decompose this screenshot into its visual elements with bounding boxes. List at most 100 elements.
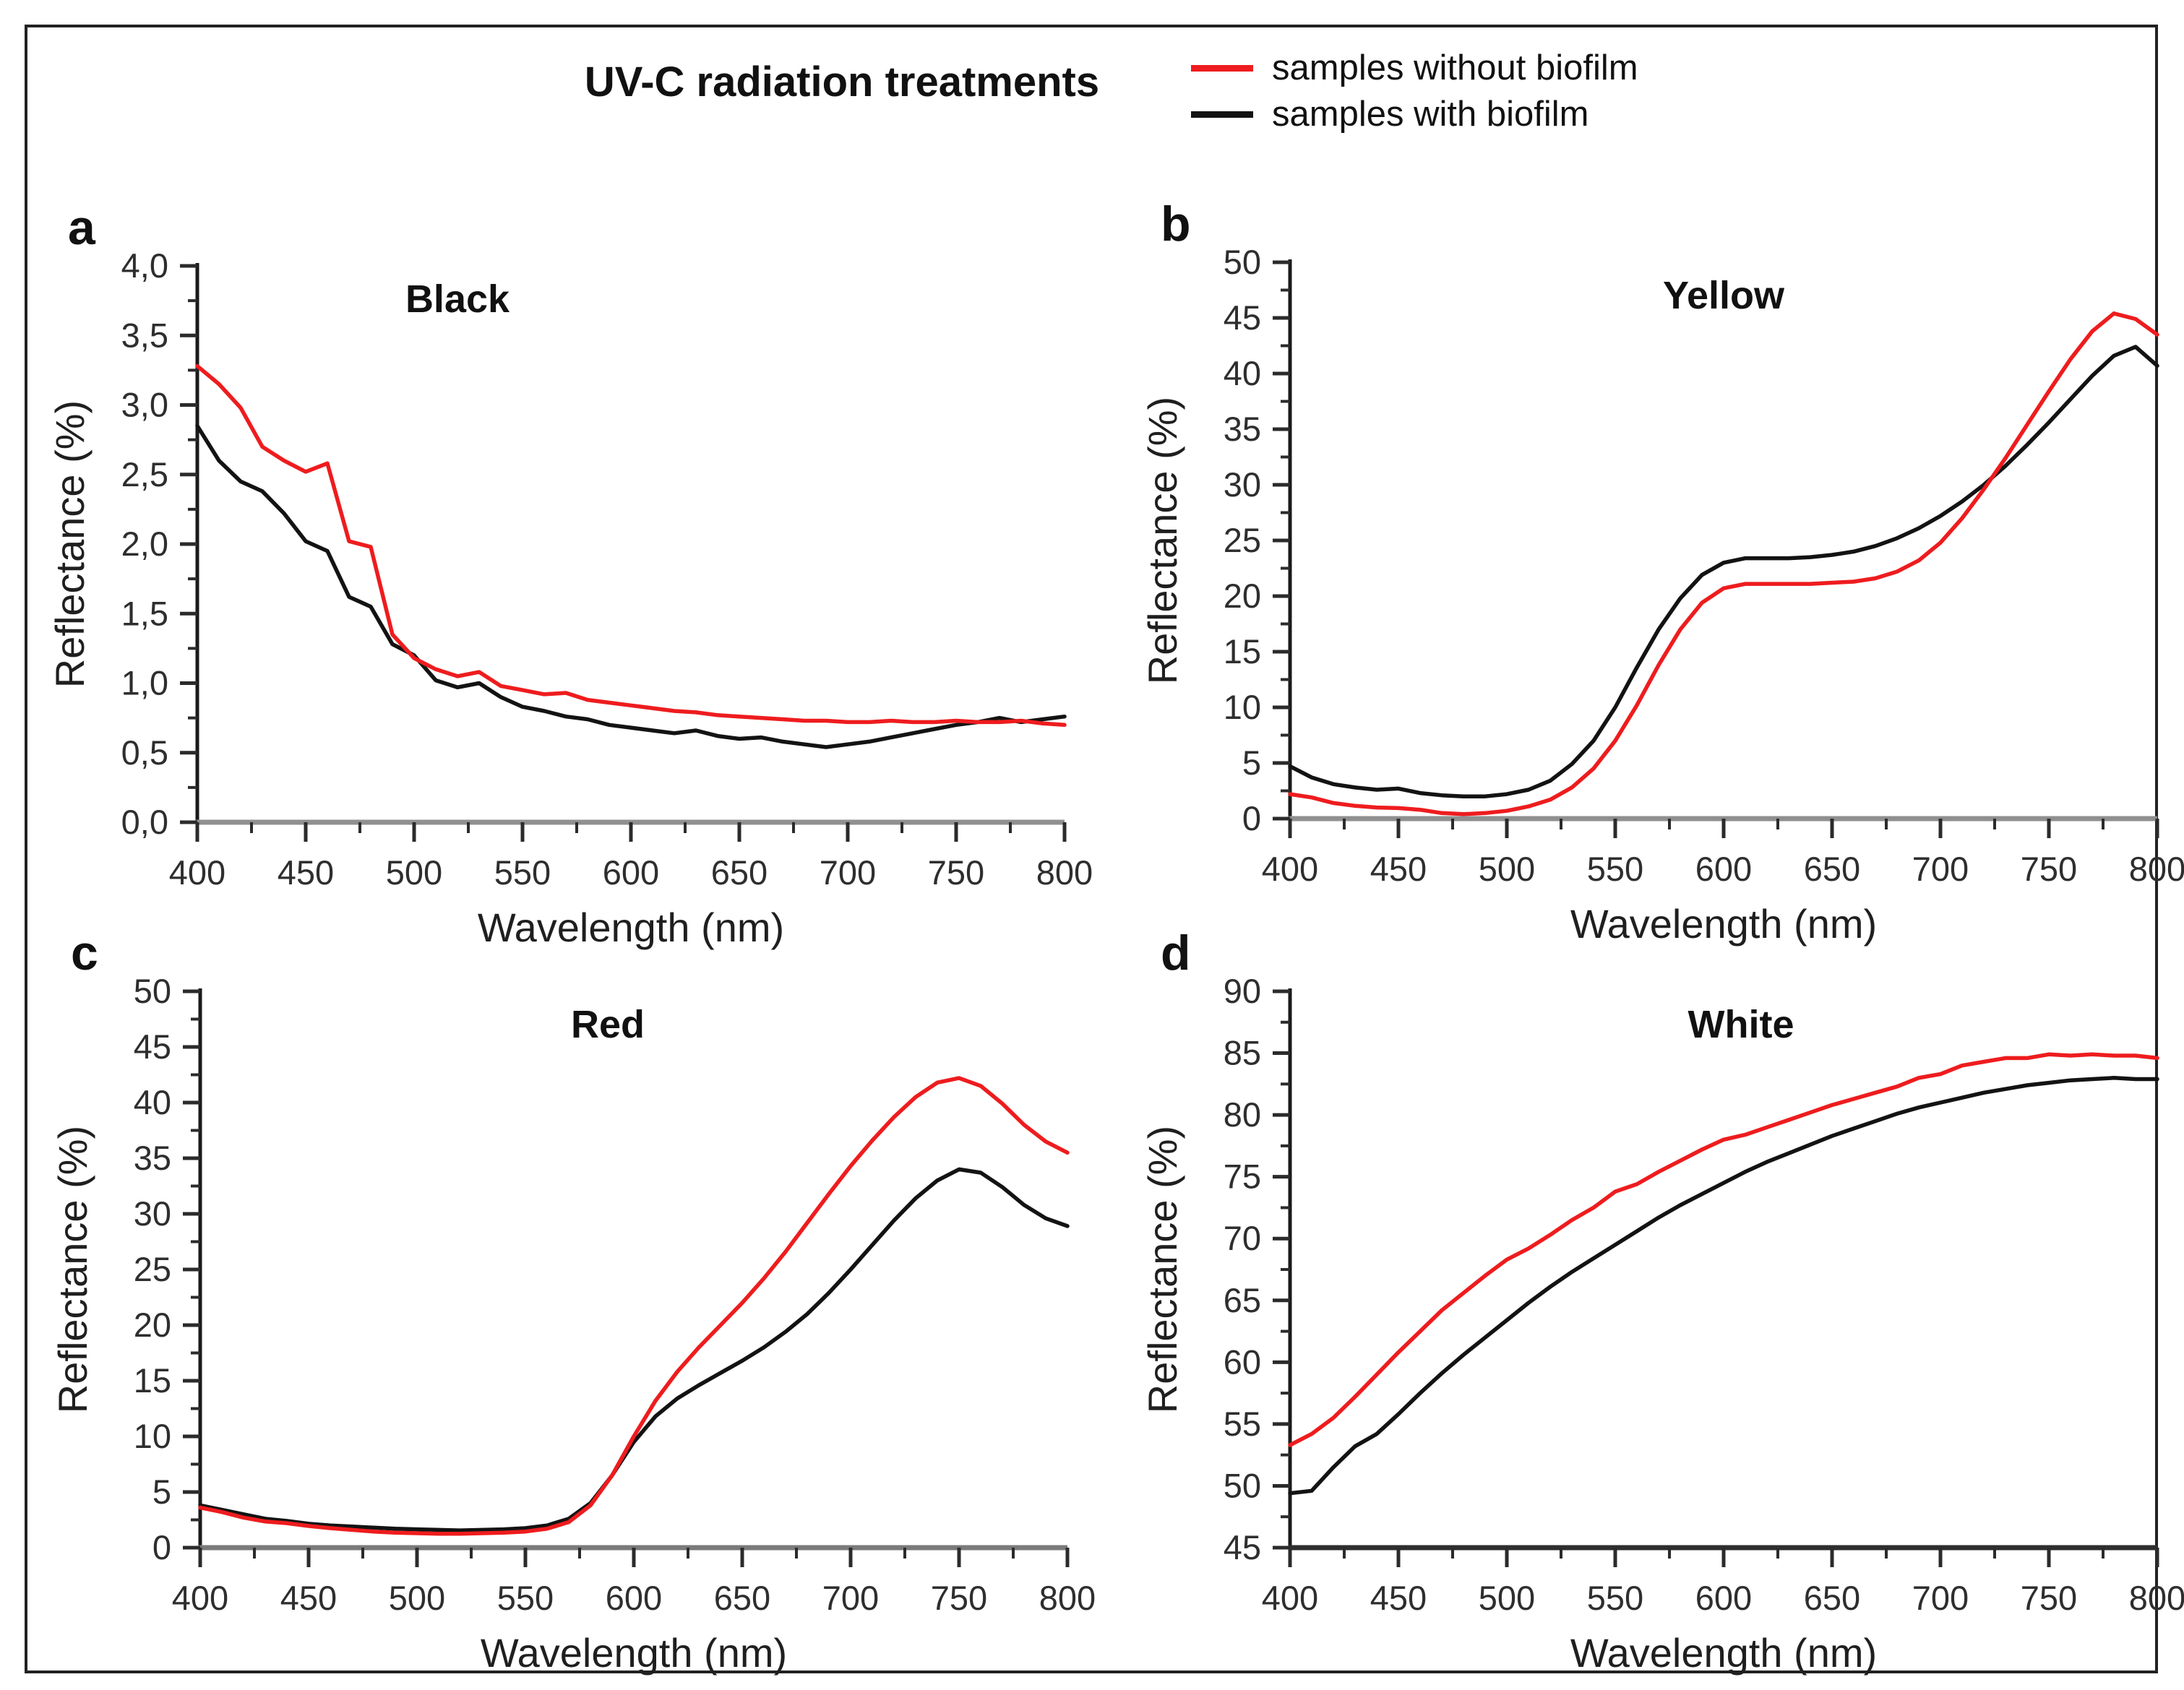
y-axis-label: Reflectance (%) bbox=[1140, 1126, 1185, 1413]
y-tick-label: 10 bbox=[134, 1417, 171, 1455]
y-tick-label: 85 bbox=[1224, 1034, 1261, 1072]
legend-label: samples with biofilm bbox=[1272, 95, 1589, 134]
x-tick-label: 500 bbox=[1479, 1579, 1535, 1617]
series-line-samples-with-biofilm bbox=[1288, 345, 2159, 798]
panel-letter: d bbox=[1161, 926, 1191, 980]
x-tick-label: 700 bbox=[822, 1579, 879, 1617]
y-tick-label: 0 bbox=[152, 1528, 171, 1566]
chart-panel-yellow: b Yellow 0 5 10 15 20 25 30 35 40 45 50 400 450 500 550 6… bbox=[1140, 197, 2184, 947]
panel-title: White bbox=[1688, 1003, 1794, 1046]
panel-letter: c bbox=[71, 926, 98, 980]
legend: samples without biofilm samples with bio… bbox=[1191, 45, 1638, 137]
y-tick-label: 45 bbox=[134, 1027, 171, 1066]
x-axis-label: Wavelength (nm) bbox=[1570, 1630, 1877, 1676]
x-tick-label: 750 bbox=[931, 1579, 987, 1617]
y-tick-label: 45 bbox=[1224, 298, 1261, 337]
x-tick-label: 750 bbox=[928, 853, 984, 892]
chart-panel-white: d White 45 50 55 60 65 70 75 80 85 90 400 450 500 550 60… bbox=[1140, 926, 2184, 1676]
y-tick-label: 75 bbox=[1224, 1157, 1261, 1196]
x-tick-label: 800 bbox=[2129, 850, 2184, 888]
y-tick-label: 5 bbox=[152, 1473, 171, 1511]
y-tick-label: 30 bbox=[1224, 465, 1261, 504]
legend-item-without-biofilm: samples without biofilm bbox=[1191, 45, 1638, 91]
y-tick-label: 10 bbox=[1224, 688, 1261, 726]
x-tick-label: 500 bbox=[389, 1579, 445, 1617]
y-tick-label: 55 bbox=[1224, 1405, 1261, 1443]
figure-title: UV-C radiation treatments bbox=[584, 59, 1100, 105]
y-tick-label: 50 bbox=[1224, 243, 1261, 281]
panel-title: Yellow bbox=[1663, 274, 1785, 317]
y-axis-label: Reflectance (%) bbox=[1140, 397, 1185, 684]
legend-label: samples without biofilm bbox=[1272, 48, 1638, 87]
x-tick-label: 400 bbox=[1262, 1579, 1318, 1617]
x-tick-label: 550 bbox=[1587, 850, 1643, 888]
x-tick-label: 600 bbox=[1695, 1579, 1752, 1617]
y-tick-label: 45 bbox=[1224, 1528, 1261, 1566]
series-line-samples-without-biofilm bbox=[1288, 1052, 2159, 1447]
series-line-samples-with-biofilm bbox=[195, 423, 1067, 749]
y-tick-label: 70 bbox=[1224, 1219, 1261, 1257]
y-tick-label: 25 bbox=[1224, 521, 1261, 559]
y-tick-label: 0,0 bbox=[121, 803, 168, 841]
y-tick-label: 40 bbox=[1224, 354, 1261, 392]
legend-swatch-black-line bbox=[1191, 111, 1253, 118]
x-tick-label: 650 bbox=[714, 1579, 770, 1617]
y-tick-label: 3,5 bbox=[121, 316, 168, 354]
x-tick-label: 700 bbox=[1912, 1579, 1969, 1617]
x-axis-label: Wavelength (nm) bbox=[478, 905, 784, 950]
x-tick-label: 500 bbox=[386, 853, 442, 892]
y-tick-label: 80 bbox=[1224, 1095, 1261, 1134]
y-tick-label: 90 bbox=[1224, 972, 1261, 1010]
y-tick-label: 25 bbox=[134, 1250, 171, 1288]
x-tick-label: 400 bbox=[169, 853, 225, 892]
x-tick-label: 400 bbox=[172, 1579, 228, 1617]
y-axis-label: Reflectance (%) bbox=[50, 1126, 95, 1413]
x-tick-label: 800 bbox=[1036, 853, 1093, 892]
series-line-samples-without-biofilm bbox=[1288, 311, 2159, 816]
y-tick-label: 3,0 bbox=[121, 386, 168, 424]
y-tick-label: 0 bbox=[1242, 799, 1261, 837]
y-tick-label: 15 bbox=[134, 1361, 171, 1400]
x-tick-label: 550 bbox=[497, 1579, 554, 1617]
x-tick-label: 450 bbox=[1370, 850, 1427, 888]
series-line-samples-without-biofilm bbox=[195, 363, 1067, 728]
x-tick-label: 650 bbox=[1804, 1579, 1860, 1617]
y-tick-label: 20 bbox=[1224, 577, 1261, 615]
x-tick-label: 800 bbox=[2129, 1579, 2184, 1617]
x-axis-label: Wavelength (nm) bbox=[1570, 901, 1877, 947]
x-tick-label: 500 bbox=[1479, 850, 1535, 888]
y-tick-label: 2,0 bbox=[121, 525, 168, 563]
x-tick-label: 550 bbox=[494, 853, 551, 892]
panel-letter: b bbox=[1161, 197, 1191, 251]
panel-letter: a bbox=[68, 200, 96, 255]
y-tick-label: 35 bbox=[1224, 410, 1261, 448]
y-tick-label: 20 bbox=[134, 1306, 171, 1344]
y-tick-label: 35 bbox=[134, 1139, 171, 1177]
y-tick-label: 2,5 bbox=[121, 455, 168, 493]
x-tick-label: 600 bbox=[603, 853, 659, 892]
panel-title: Black bbox=[405, 277, 510, 321]
y-tick-label: 50 bbox=[1224, 1466, 1261, 1504]
y-tick-label: 40 bbox=[134, 1083, 171, 1121]
y-tick-label: 5 bbox=[1242, 743, 1261, 782]
chart-panel-black: a Black 0,0 0,5 1,0 1,5 2,0 2,5 3,0 3,5 4,0 400 450 5… bbox=[47, 200, 1093, 950]
x-tick-label: 650 bbox=[711, 853, 768, 892]
y-axis-label: Reflectance (%) bbox=[47, 400, 93, 688]
y-tick-label: 60 bbox=[1224, 1342, 1261, 1381]
y-tick-label: 30 bbox=[134, 1194, 171, 1233]
figure-border bbox=[25, 25, 2158, 1673]
x-tick-label: 400 bbox=[1262, 850, 1318, 888]
x-tick-label: 750 bbox=[2021, 1579, 2077, 1617]
x-tick-label: 550 bbox=[1587, 1579, 1643, 1617]
y-tick-label: 65 bbox=[1224, 1281, 1261, 1319]
x-tick-label: 450 bbox=[280, 1579, 337, 1617]
y-tick-label: 4,0 bbox=[121, 246, 168, 285]
x-tick-label: 600 bbox=[1695, 850, 1752, 888]
x-tick-label: 450 bbox=[278, 853, 334, 892]
x-tick-label: 750 bbox=[2021, 850, 2077, 888]
y-tick-label: 0,5 bbox=[121, 733, 168, 772]
x-tick-label: 600 bbox=[606, 1579, 662, 1617]
panel-title: Red bbox=[571, 1003, 645, 1046]
y-tick-label: 1,5 bbox=[121, 594, 168, 632]
x-tick-label: 800 bbox=[1039, 1579, 1096, 1617]
